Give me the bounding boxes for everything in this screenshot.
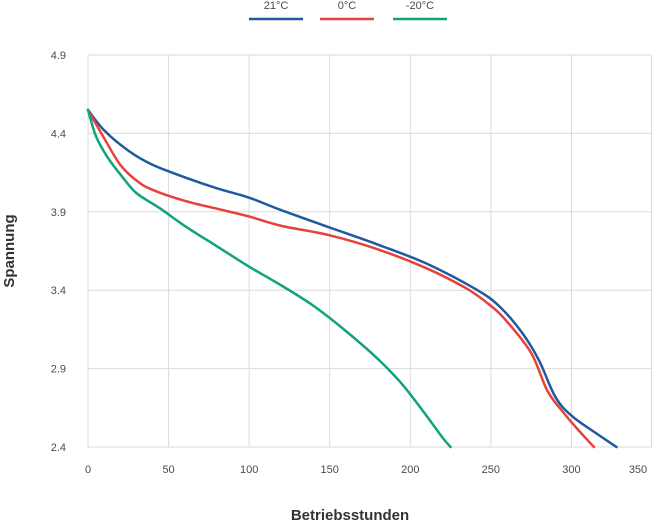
legend-label: 0°C (338, 0, 357, 12)
y-tick-label: 2.4 (51, 442, 66, 454)
series-line-0 (86, 108, 618, 449)
y-tick-label: 3.4 (51, 285, 66, 297)
series-line-1 (86, 108, 596, 449)
x-tick-label: 50 (162, 464, 174, 476)
series-line-2 (86, 108, 452, 449)
y-tick-label: 2.9 (51, 364, 66, 376)
x-axis-tick-labels: 0 50 100 150 200 250 300 350 (85, 464, 647, 476)
x-tick-label: 350 (629, 464, 647, 476)
y-tick-label: 3.9 (51, 207, 66, 219)
plot-frame (87, 54, 652, 448)
x-axis-title: Betriebsstunden (291, 507, 409, 521)
y-axis-tick-labels: 2.4 2.9 3.4 3.9 4.4 4.9 (51, 50, 66, 454)
y-tick-label: 4.4 (51, 128, 66, 140)
x-tick-label: 200 (401, 464, 419, 476)
legend-label: -20°C (406, 0, 434, 12)
grid-lines (87, 54, 652, 448)
x-tick-label: 150 (321, 464, 339, 476)
x-tick-label: 300 (562, 464, 580, 476)
x-tick-label: 100 (240, 464, 258, 476)
series-lines (86, 108, 618, 449)
y-tick-label: 4.9 (51, 50, 66, 62)
y-axis-title: Spannung (1, 214, 18, 287)
legend: 21°C 0°C -20°C (249, 0, 447, 21)
legend-label: 21°C (264, 0, 289, 12)
x-tick-label: 250 (482, 464, 500, 476)
x-tick-label: 0 (85, 464, 91, 476)
